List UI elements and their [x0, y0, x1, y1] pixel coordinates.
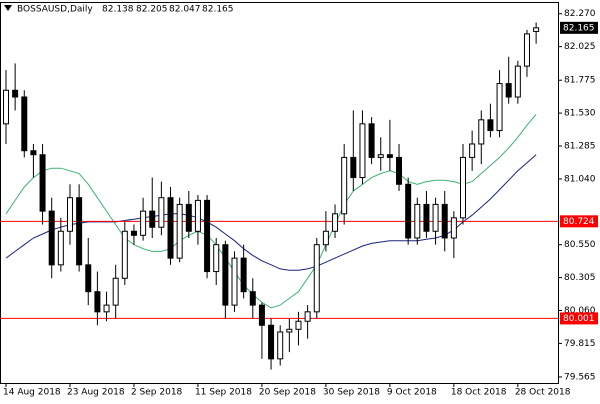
- candle-body: [3, 89, 9, 125]
- candle-body: [213, 244, 220, 273]
- candle-body: [240, 257, 247, 293]
- candle-body: [85, 264, 92, 293]
- price-label: 80.724: [563, 217, 595, 227]
- moving-average: [5, 154, 537, 271]
- x-tick-label: 20 Sep 2018: [259, 388, 316, 398]
- header-high: 82.205: [136, 5, 168, 15]
- candle-body: [140, 210, 147, 236]
- candle-body: [332, 213, 339, 232]
- candle-body: [231, 257, 238, 306]
- candle-body: [414, 203, 421, 239]
- y-tick-label: 79.815: [564, 339, 596, 349]
- candle-body: [432, 203, 439, 232]
- x-tick-label: 9 Oct 2018: [387, 388, 437, 398]
- y-tick-label: 81.530: [564, 109, 596, 119]
- x-tick-label: 14 Aug 2018: [3, 388, 61, 398]
- y-tick-label: 82.025: [564, 42, 596, 52]
- x-tick-label: 11 Sep 2018: [195, 388, 252, 398]
- candle-body: [405, 183, 412, 239]
- last-price-box: [560, 21, 598, 34]
- candle-body: [304, 311, 311, 322]
- candle-body: [396, 156, 403, 185]
- candle-body: [496, 83, 503, 132]
- candle-body: [66, 197, 73, 232]
- candle-body: [57, 230, 64, 266]
- candle-body: [130, 230, 137, 236]
- candle-body: [469, 143, 476, 158]
- chart-title: BOSSAUSD,Daily: [17, 5, 93, 15]
- symbol-icon: [4, 5, 12, 11]
- y-tick-label: 80.550: [564, 240, 596, 250]
- candle-body: [441, 203, 448, 239]
- candle-body: [460, 156, 466, 219]
- candle-body: [505, 83, 512, 98]
- candle-body: [514, 65, 521, 98]
- price-label-box: [560, 312, 598, 325]
- candle-body: [487, 119, 494, 132]
- y-tick-label: 80.305: [564, 273, 596, 283]
- candle-body: [48, 210, 55, 266]
- moving-average: [5, 114, 537, 309]
- plot-frame: [0, 2, 559, 384]
- y-tick-label: 81.775: [564, 76, 596, 86]
- candle-body: [204, 199, 211, 273]
- candle-body: [76, 197, 83, 266]
- candle-body: [533, 27, 540, 32]
- candle-body: [313, 244, 320, 313]
- candle-body: [39, 154, 46, 212]
- candle-body: [478, 119, 485, 145]
- y-tick-label: 81.285: [564, 142, 596, 152]
- x-tick-label: 30 Sep 2018: [323, 388, 380, 398]
- candle-body: [222, 244, 229, 306]
- candle-body: [523, 33, 530, 67]
- candle-body: [368, 123, 375, 158]
- candle-body: [268, 324, 275, 360]
- y-tick-label: 81.040: [564, 174, 596, 184]
- candle-body: [386, 154, 393, 158]
- x-tick-label: 28 Oct 2018: [515, 388, 571, 398]
- candle-body: [94, 291, 101, 313]
- candle-body: [112, 277, 119, 306]
- candle-body: [277, 331, 284, 360]
- x-tick-label: 2 Sep 2018: [131, 388, 183, 398]
- header-open: 82.138: [102, 5, 134, 15]
- y-tick-label: 80.060: [564, 306, 596, 316]
- candle-body: [295, 320, 302, 330]
- x-tick-label: 18 Oct 2018: [451, 388, 507, 398]
- candle-body: [194, 199, 201, 232]
- header-low: 82.047: [169, 5, 201, 15]
- candle-body: [21, 96, 28, 152]
- last-price-label: 82.165: [563, 23, 595, 33]
- y-tick-label: 82.270: [564, 9, 596, 19]
- candle-body: [30, 150, 37, 156]
- candle-body: [350, 156, 357, 179]
- candle-body: [322, 230, 329, 246]
- candle-body: [423, 203, 430, 232]
- candle-body: [158, 197, 165, 228]
- candle-body: [286, 328, 293, 333]
- price-label-box: [560, 215, 598, 228]
- candle-body: [176, 203, 183, 259]
- candle-body: [149, 210, 156, 228]
- y-tick-label: 79.565: [564, 372, 596, 382]
- price-label: 80.001: [563, 314, 595, 324]
- x-tick-label: 23 Aug 2018: [67, 388, 125, 398]
- candle-body: [185, 203, 192, 232]
- candle-body: [377, 154, 384, 158]
- candle-body: [121, 230, 128, 279]
- candle-body: [341, 156, 348, 215]
- candle-body: [167, 197, 174, 259]
- candle-body: [258, 304, 265, 326]
- header-close: 82.165: [202, 5, 234, 15]
- candle-body: [103, 304, 110, 313]
- candle-body: [359, 123, 366, 179]
- candle-body: [12, 89, 19, 98]
- candle-body: [450, 217, 457, 239]
- candle-body: [249, 291, 256, 306]
